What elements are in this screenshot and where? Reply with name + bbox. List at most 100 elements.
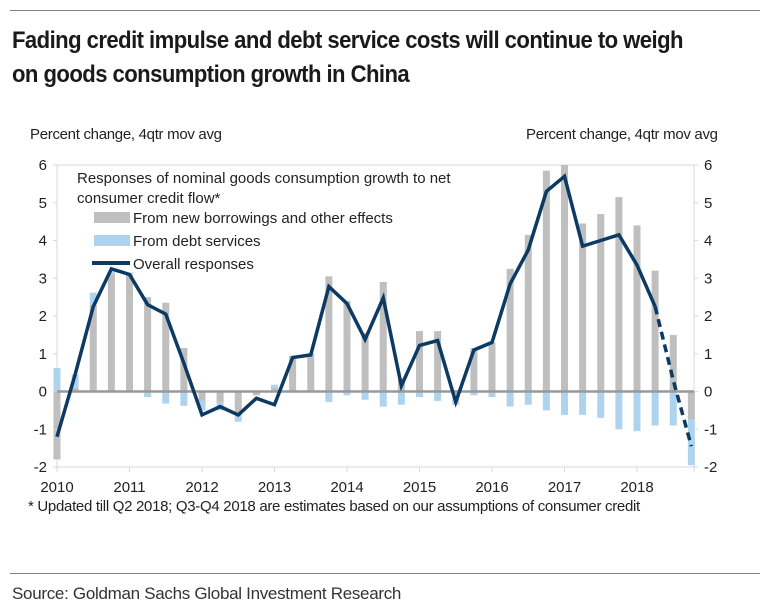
bar-new-borrowings: [379, 282, 387, 392]
legend-swatch-new-borrowings: [94, 212, 130, 223]
bar-debt-services: [379, 391, 387, 407]
bar-new-borrowings: [107, 274, 115, 392]
footnote: * Updated till Q2 2018; Q3-Q4 2018 are e…: [28, 498, 640, 515]
bar-new-borrowings: [234, 391, 242, 413]
bar-new-borrowings: [71, 387, 79, 392]
left-y-tick-label: 0: [39, 384, 47, 401]
bar-debt-services: [651, 391, 659, 426]
right-y-tick-label: -2: [704, 459, 717, 476]
bar-new-borrowings: [687, 391, 695, 420]
x-tick-label: 2011: [113, 479, 145, 496]
bar-new-borrowings: [651, 270, 659, 392]
bar-new-borrowings: [271, 387, 278, 392]
bar-debt-services: [71, 374, 79, 388]
legend: Responses of nominal goods consumption g…: [77, 170, 451, 273]
bar-new-borrowings: [162, 302, 170, 392]
bar-new-borrowings: [198, 391, 206, 401]
bar-debt-services: [361, 391, 369, 400]
bar-debt-services: [325, 391, 333, 403]
top-rule: [10, 10, 760, 11]
bar-debt-services: [198, 400, 206, 411]
left-y-tick-label: 3: [39, 270, 47, 287]
bar-new-borrowings: [561, 165, 568, 392]
right-y-tick-label: 3: [704, 270, 712, 287]
bar-debt-services: [633, 391, 641, 432]
legend-label-overall: Overall responses: [133, 256, 254, 273]
bottom-rule: [10, 573, 760, 574]
legend-label-new-borrowings: From new borrowings and other effects: [133, 210, 393, 227]
bar-debt-services: [162, 391, 170, 404]
bar-new-borrowings: [597, 214, 605, 392]
left-y-tick-label: -2: [34, 459, 47, 476]
bar-new-borrowings: [180, 348, 188, 392]
right-y-tick-label: 4: [704, 233, 712, 250]
x-tick-label: 2010: [40, 479, 73, 496]
bar-debt-services: [53, 368, 61, 392]
bar-debt-services: [542, 391, 550, 411]
bar-debt-services: [488, 391, 496, 398]
bar-debt-services: [180, 391, 188, 406]
bar-new-borrowings: [470, 348, 478, 392]
x-tick-label: 2014: [330, 479, 363, 496]
bar-new-borrowings: [416, 331, 423, 392]
bar-debt-services: [561, 391, 568, 415]
bar-debt-services: [144, 391, 152, 398]
left-axis-label: Percent change, 4qtr mov avg: [30, 126, 222, 143]
bar-debt-services: [434, 391, 442, 401]
x-tick-label: 2017: [548, 479, 581, 496]
bar-new-borrowings: [89, 304, 97, 392]
bar-new-borrowings: [289, 355, 297, 392]
right-y-tick-label: -1: [704, 421, 717, 438]
bar-new-borrowings: [252, 391, 260, 396]
bar-new-borrowings: [343, 300, 351, 392]
bar-debt-services: [687, 419, 695, 466]
bar-debt-services: [89, 292, 97, 305]
left-y-tick-label: 1: [39, 346, 47, 363]
legend-swatch-debt-services: [94, 235, 130, 246]
bar-debt-services: [343, 391, 351, 396]
left-y-tick-label: 6: [39, 157, 47, 174]
x-tick-label: 2013: [258, 479, 291, 496]
line-overall-responses: [55, 173, 657, 438]
bar-new-borrowings: [325, 276, 333, 392]
bar-new-borrowings: [506, 268, 514, 392]
right-axis-label: Percent change, 4qtr mov avg: [526, 126, 718, 143]
bar-new-borrowings: [144, 297, 152, 392]
x-tick-label: 2016: [475, 479, 508, 496]
bar-debt-services: [397, 391, 405, 405]
bar-debt-services: [470, 391, 478, 396]
bar-new-borrowings: [542, 170, 550, 392]
bar-debt-services: [234, 412, 242, 422]
right-y-tick-label: 6: [704, 157, 712, 174]
bar-new-borrowings: [53, 391, 61, 460]
source-note: Source: Goldman Sachs Global Investment …: [12, 584, 402, 603]
bar-new-borrowings: [361, 332, 369, 392]
bar-new-borrowings: [579, 223, 587, 392]
legend-title-line1: Responses of nominal goods consumption g…: [77, 170, 451, 187]
bar-debt-services: [597, 391, 605, 418]
bar-new-borrowings: [488, 342, 496, 392]
left-y-tick-label: 5: [39, 195, 47, 212]
bar-new-borrowings: [669, 334, 677, 392]
bar-new-borrowings: [524, 234, 532, 392]
x-tick-label: 2012: [185, 479, 218, 496]
bar-new-borrowings: [307, 353, 315, 392]
bar-new-borrowings: [633, 225, 641, 392]
bar-new-borrowings: [434, 331, 442, 392]
right-y-tick-label: 1: [704, 346, 712, 363]
chart-title: Fading credit impulse and debt service c…: [12, 27, 683, 88]
left-y-tick-label: 2: [39, 308, 47, 325]
right-y-tick-label: 0: [704, 384, 712, 401]
bar-new-borrowings: [126, 274, 133, 392]
left-y-tick-label: 4: [39, 233, 47, 250]
bar-new-borrowings: [615, 197, 623, 392]
bar-debt-services: [579, 391, 587, 415]
legend-title-line2: consumer credit flow*: [77, 190, 221, 207]
right-y-tick-label: 2: [704, 308, 712, 325]
bar-debt-services: [416, 391, 423, 398]
bar-debt-services: [524, 391, 532, 405]
bar-new-borrowings: [216, 391, 224, 403]
x-tick-label: 2015: [403, 479, 436, 496]
bar-debt-services: [615, 391, 623, 430]
